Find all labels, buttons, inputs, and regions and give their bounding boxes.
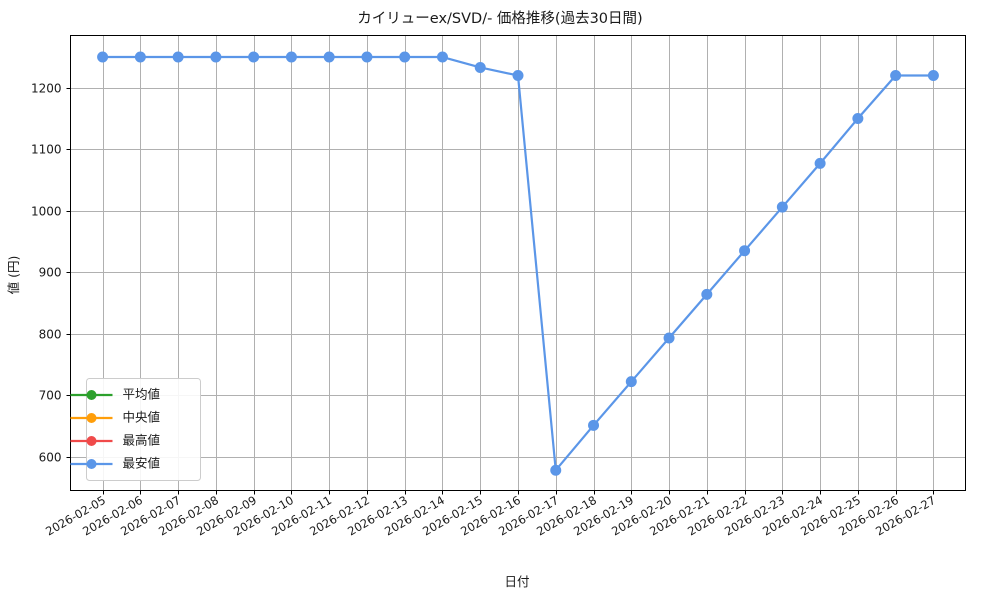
data-point-marker [248, 51, 260, 63]
data-point-marker [625, 376, 637, 388]
data-point-marker [323, 51, 335, 63]
data-point-marker [701, 288, 713, 300]
y-tick-label: 1000 [31, 205, 62, 219]
y-tick-label: 1200 [31, 82, 62, 96]
legend-label: 最安値 [123, 456, 161, 471]
legend-label: 中央値 [123, 410, 161, 425]
data-point-marker [361, 51, 373, 63]
y-tick-label: 700 [39, 389, 62, 403]
data-point-marker [512, 69, 524, 81]
axis-tickmarks [66, 87, 935, 495]
y-tick-label: 1100 [31, 143, 62, 157]
data-point-marker [852, 113, 864, 125]
data-point-marker [172, 51, 184, 63]
data-series-layer [97, 51, 939, 476]
data-point-marker [134, 51, 146, 63]
legend-label: 平均値 [123, 387, 161, 402]
series-最安値 [97, 51, 939, 476]
data-point-marker [399, 51, 411, 63]
legend-background [86, 378, 201, 481]
legend-item-最高値[interactable]: 最高値 [70, 433, 161, 448]
legend-marker-swatch [86, 390, 97, 400]
data-point-marker [739, 245, 751, 257]
data-point-marker [210, 51, 222, 63]
data-point-marker [890, 69, 902, 81]
data-point-marker [663, 332, 675, 344]
data-point-marker [97, 51, 109, 63]
legend-item-最安値[interactable]: 最安値 [70, 456, 161, 471]
legend-label: 最高値 [123, 433, 161, 448]
legend-marker-swatch [86, 436, 97, 446]
legend-marker-swatch [86, 459, 97, 469]
y-axis-tick-labels: 600 700 800 900 1000 1100 1200 [31, 82, 62, 465]
legend-item-平均値[interactable]: 平均値 [70, 387, 161, 402]
legend-marker-swatch [86, 413, 97, 423]
y-tick-label: 800 [39, 328, 62, 342]
data-point-marker [776, 201, 788, 213]
chart-title: カイリューex/SVD/- 価格推移(過去30日間) [357, 10, 642, 27]
y-tick-label: 600 [39, 451, 62, 465]
y-tick-label: 900 [39, 266, 62, 280]
data-point-marker [474, 61, 486, 73]
legend-item-中央値[interactable]: 中央値 [70, 410, 161, 425]
data-point-marker [436, 51, 448, 63]
data-point-marker [927, 69, 939, 81]
data-point-marker [550, 464, 562, 476]
data-point-marker [814, 157, 826, 169]
data-point-marker [285, 51, 297, 63]
y-axis-label: 値 (円) [6, 256, 21, 295]
x-axis-label: 日付 [504, 574, 529, 589]
data-point-marker [588, 419, 600, 431]
